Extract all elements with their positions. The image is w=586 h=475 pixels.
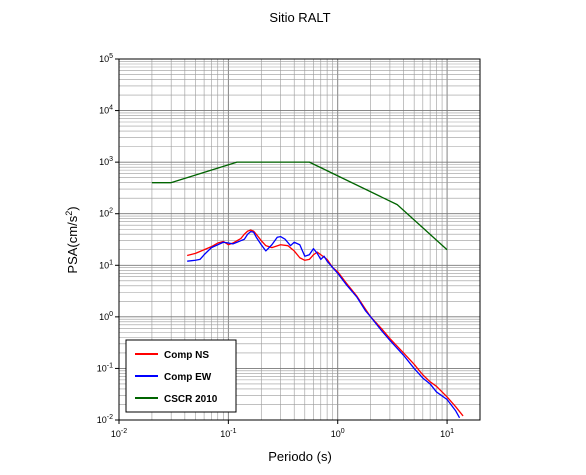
- plot-frame: [118, 58, 481, 421]
- chart-ticks: 10-2 10-1 100 101 10-2 10-1 100 101 102 103 104 105: [97, 53, 454, 439]
- legend: Comp NS Comp EW CSCR 2010: [125, 339, 237, 413]
- y-tick-label: 105: [99, 53, 113, 64]
- chart-title: Sitio RALT: [269, 10, 330, 25]
- y-axis-label: PSA(cm/s2): [64, 206, 80, 273]
- y-tick-label: 101: [99, 259, 113, 270]
- x-tick-label: 10-1: [220, 428, 236, 439]
- legend-label-comp-ew: Comp EW: [164, 372, 212, 383]
- series-line-comp-ew: [187, 230, 461, 419]
- x-tick-label: 101: [440, 428, 454, 439]
- y-tick-label: 104: [99, 105, 113, 116]
- y-tick-label: 100: [99, 311, 113, 322]
- x-axis-label: Periodo (s): [268, 449, 332, 464]
- chart-series: [151, 161, 464, 419]
- legend-label-cscr-2010: CSCR 2010: [164, 394, 218, 405]
- y-tick-label: 103: [99, 156, 113, 167]
- y-tick-label: 10-2: [97, 414, 113, 425]
- x-tick-label: 100: [331, 428, 345, 439]
- series-line-cscr-2010: [151, 161, 448, 251]
- legend-label-comp-ns: Comp NS: [164, 350, 209, 361]
- y-tick-label: 10-1: [97, 362, 113, 373]
- x-tick-label: 10-2: [111, 428, 127, 439]
- series-line-comp-ns: [187, 229, 464, 417]
- y-tick-label: 102: [99, 208, 113, 219]
